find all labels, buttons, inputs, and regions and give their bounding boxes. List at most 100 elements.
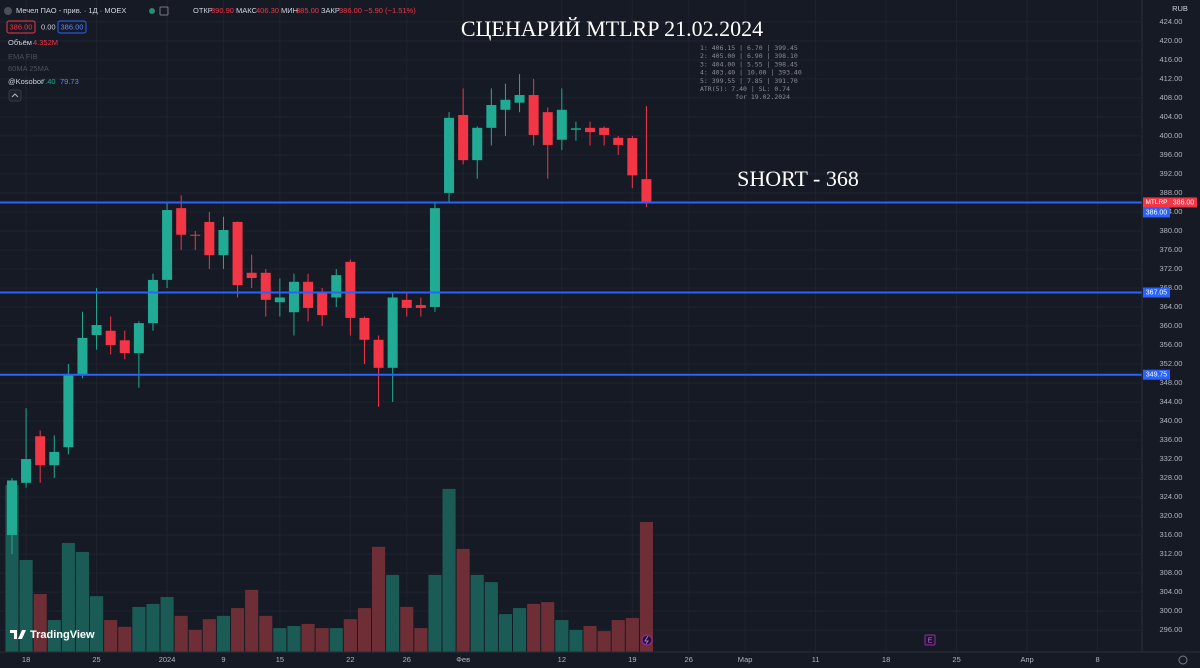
author-value-2: 79.73: [60, 77, 79, 86]
candle-body: [472, 127, 483, 161]
y-tick-label: 364.00: [1160, 302, 1183, 311]
candle-body: [373, 339, 384, 368]
volume-bar: [512, 608, 527, 652]
level-label: 349.75: [1146, 372, 1168, 379]
annotation: SHORT - 368: [737, 166, 859, 191]
volume-bar: [343, 619, 357, 652]
y-tick-label: 324.00: [1160, 492, 1183, 501]
y-tick-label: 300.00: [1160, 606, 1183, 615]
price-tag: [1170, 197, 1197, 208]
candle-body: [359, 317, 370, 340]
candle-body: [91, 325, 102, 336]
y-tick-label: 372.00: [1160, 264, 1183, 273]
volume-bar: [569, 629, 583, 652]
grid: [0, 0, 1142, 652]
candle-body: [105, 330, 116, 346]
bid-box[interactable]: [6, 20, 36, 34]
spread: 0.00: [41, 22, 56, 31]
event-marker[interactable]: [924, 634, 936, 646]
volume-bar: [541, 602, 555, 652]
info-table: 1: 406.15 | 6.70 | 399.452: 405.00 | 6.9…: [700, 44, 802, 101]
volume-bar: [639, 521, 653, 652]
y-tick-label: 348.00: [1160, 378, 1183, 387]
candle-body: [415, 305, 426, 308]
level-tag: [1143, 287, 1170, 298]
y-tick-label: 316.00: [1160, 530, 1183, 539]
high-value: 406.30: [256, 6, 279, 15]
currency[interactable]: RUB: [1172, 4, 1188, 13]
candle-body: [345, 261, 356, 318]
dividend-marker[interactable]: [641, 634, 653, 646]
x-tick-label: 15: [276, 655, 284, 664]
ema-label: EMA FIB: [8, 52, 38, 61]
logo-icon: [10, 630, 26, 639]
volume-bar: [287, 626, 301, 652]
candle-body: [331, 275, 342, 298]
x-tick-label: 25: [952, 655, 960, 664]
volume-bar: [470, 574, 484, 652]
candle-body: [77, 337, 88, 375]
y-tick-label: 380.00: [1160, 226, 1183, 235]
candle-body: [218, 230, 229, 256]
author-label: @Kosobor: [8, 77, 44, 86]
volume-bar: [611, 620, 625, 652]
x-tick-label: 8: [1096, 655, 1100, 664]
volume-bar: [259, 615, 273, 652]
volume-bar: [132, 606, 146, 652]
open-label: ОТКР: [193, 6, 213, 15]
x-tick-label: Мар: [738, 655, 753, 664]
settings-icon[interactable]: [1178, 655, 1188, 665]
y-tick-label: 344.00: [1160, 397, 1183, 406]
y-tick-label: 308.00: [1160, 568, 1183, 577]
candle-body: [542, 112, 553, 145]
candle-body: [613, 137, 624, 145]
volume-bar: [555, 620, 569, 652]
volume-bar: [414, 628, 428, 652]
y-tick-label: 360.00: [1160, 321, 1183, 330]
table-date: for 19.02.2024: [735, 93, 790, 101]
candle-body: [147, 279, 158, 324]
table-row: 3: 404.00 | 5.55 | 398.45: [700, 60, 798, 68]
candle-body: [162, 210, 173, 280]
volume-bar: [315, 628, 329, 652]
volume-bar: [118, 626, 132, 652]
y-tick-label: 328.00: [1160, 473, 1183, 482]
candle-body: [627, 138, 638, 176]
volume-bar: [301, 623, 315, 652]
symbol[interactable]: Мечел ПАО - прив. · 1Д · MOEX: [16, 6, 126, 15]
collapse-button[interactable]: [8, 89, 22, 102]
x-tick-label: 22: [346, 655, 354, 664]
y-tick-label: 408.00: [1160, 93, 1183, 102]
y-tick-label: 424.00: [1160, 17, 1183, 26]
x-tick-label: 2024: [159, 655, 176, 664]
y-tick-label: 352.00: [1160, 359, 1183, 368]
y-tick-label: 388.00: [1160, 188, 1183, 197]
flash-icon: [644, 635, 649, 645]
candle-body: [528, 95, 539, 135]
plot: [0, 74, 1142, 555]
ask-box[interactable]: [57, 20, 87, 34]
table-row: 1: 406.15 | 6.70 | 399.45: [700, 44, 798, 52]
level-label: 367.05: [1146, 289, 1168, 296]
candle-body: [288, 281, 299, 313]
candle-body: [232, 221, 243, 286]
logo: TradingView: [30, 629, 95, 641]
candle-body: [246, 272, 257, 279]
volume-bar: [61, 542, 75, 652]
author-value-1: 7.40: [41, 77, 56, 86]
y-tick-label: 336.00: [1160, 435, 1183, 444]
volume-bar: [400, 606, 414, 652]
candle-body: [387, 297, 398, 368]
candle-body: [458, 115, 469, 161]
volume-bar: [597, 631, 611, 652]
candle-body: [585, 127, 596, 133]
high-label: МАКС: [236, 6, 258, 15]
candle-body: [204, 221, 215, 256]
candle-body: [21, 459, 32, 483]
ma-label: 60MA 25MA: [8, 64, 49, 73]
volume-bar: [498, 614, 512, 652]
candle-body: [641, 179, 652, 203]
y-tick-label: 412.00: [1160, 74, 1183, 83]
volume-bar: [428, 574, 442, 652]
